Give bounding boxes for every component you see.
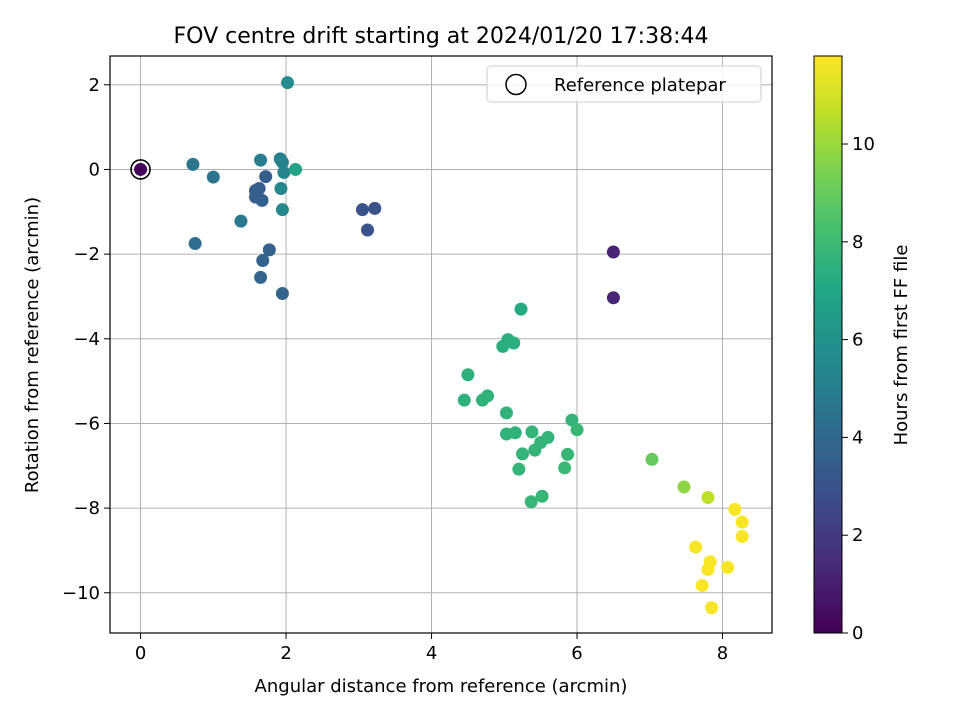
x-axis-label: Angular distance from reference (arcmin) bbox=[255, 676, 628, 697]
scatter-point bbox=[234, 214, 248, 228]
scatter-point bbox=[507, 336, 521, 350]
scatter-point bbox=[689, 540, 703, 554]
scatter-point bbox=[606, 245, 620, 259]
plot-area-frame bbox=[109, 55, 773, 634]
legend: Reference platepar bbox=[486, 65, 762, 103]
scatter-point bbox=[368, 201, 382, 215]
colorbar-tick-label: 2 bbox=[852, 525, 863, 546]
scatter-point bbox=[496, 339, 510, 353]
scatter-point bbox=[677, 480, 691, 494]
y-axis-label: Rotation from reference (arcmin) bbox=[22, 197, 43, 493]
colorbar-tick-label: 6 bbox=[852, 330, 863, 351]
scatter-point bbox=[541, 430, 555, 444]
scatter-point bbox=[558, 461, 572, 475]
colorbar-label: Hours from first FF file bbox=[891, 245, 912, 446]
grid-lines bbox=[110, 56, 772, 633]
scatter-point bbox=[254, 153, 268, 167]
scatter-point bbox=[508, 426, 522, 440]
scatter-point bbox=[728, 502, 742, 516]
scatter-point bbox=[701, 491, 715, 505]
scatter-point bbox=[275, 203, 289, 217]
scatter-point bbox=[186, 157, 200, 171]
scatter-point bbox=[281, 76, 295, 90]
y-tick-label: −8 bbox=[73, 498, 100, 519]
scatter-point bbox=[206, 170, 220, 184]
scatter-point bbox=[721, 560, 735, 574]
scatter-point bbox=[254, 270, 268, 284]
chart-title: FOV centre drift starting at 2024/01/20 … bbox=[174, 24, 709, 49]
scatter-point bbox=[289, 162, 303, 176]
scatter-point bbox=[645, 452, 659, 466]
y-tick-label: 2 bbox=[89, 75, 100, 96]
scatter-point bbox=[565, 413, 579, 427]
reference-platepar-marker bbox=[130, 159, 151, 180]
scatter-point bbox=[606, 291, 620, 305]
colorbar-tick-label: 4 bbox=[852, 427, 863, 448]
scatter-point bbox=[256, 253, 270, 267]
scatter-point bbox=[514, 302, 528, 316]
x-tick-label: 8 bbox=[717, 643, 728, 664]
scatter-point bbox=[255, 193, 269, 207]
scatter-point bbox=[535, 489, 549, 503]
scatter-point bbox=[705, 601, 719, 615]
scatter-point bbox=[695, 579, 709, 593]
x-tick-label: 4 bbox=[426, 643, 437, 664]
scatter-point bbox=[499, 406, 513, 420]
x-tick-label: 0 bbox=[135, 643, 146, 664]
x-tick-label: 2 bbox=[280, 643, 291, 664]
y-tick-label: −10 bbox=[62, 583, 100, 604]
legend-label: Reference platepar bbox=[554, 75, 726, 96]
legend-box bbox=[486, 65, 762, 103]
scatter-point bbox=[277, 165, 291, 179]
x-tick-label: 6 bbox=[571, 643, 582, 664]
scatter-point bbox=[570, 423, 584, 437]
scatter-points bbox=[134, 76, 749, 615]
reference-marker-layer bbox=[130, 159, 151, 180]
scatter-point bbox=[481, 389, 495, 403]
scatter-point bbox=[361, 223, 375, 237]
scatter-point bbox=[524, 495, 538, 509]
axis-ticks: 0 2 4 6 8 2 0 −2 −4 −6 −8 −10 bbox=[62, 75, 728, 664]
scatter-point bbox=[188, 237, 202, 251]
scatter-point bbox=[259, 170, 273, 184]
scatter-point bbox=[134, 162, 148, 176]
y-tick-label: −2 bbox=[73, 244, 100, 265]
scatter-point bbox=[275, 155, 289, 169]
scatter-point bbox=[701, 563, 715, 577]
scatter-point bbox=[461, 368, 475, 382]
colorbar-tick-label: 0 bbox=[852, 623, 863, 644]
scatter-point bbox=[262, 243, 276, 257]
scatter-point bbox=[735, 515, 749, 529]
legend-marker-icon bbox=[505, 73, 527, 96]
scatter-point bbox=[515, 447, 529, 461]
scatter-point bbox=[275, 286, 289, 300]
y-tick-label: −6 bbox=[73, 413, 100, 434]
scatter-point bbox=[561, 447, 575, 461]
y-tick-label: −4 bbox=[73, 329, 100, 350]
y-tick-label: 0 bbox=[89, 159, 100, 180]
scatter-point bbox=[274, 182, 288, 196]
colorbar-gradient bbox=[813, 55, 843, 634]
scatter-point bbox=[355, 203, 369, 217]
colorbar-tick-label: 8 bbox=[852, 232, 863, 253]
scatter-point bbox=[457, 393, 471, 407]
scatter-point bbox=[512, 462, 526, 476]
colorbar-ticks: 0 2 4 6 8 10 bbox=[842, 134, 875, 644]
colorbar-tick-label: 10 bbox=[852, 134, 875, 155]
colorbar: 0 2 4 6 8 10 Hours from first FF file bbox=[813, 55, 912, 644]
scatter-point bbox=[735, 529, 749, 543]
scatter-point bbox=[525, 425, 539, 439]
